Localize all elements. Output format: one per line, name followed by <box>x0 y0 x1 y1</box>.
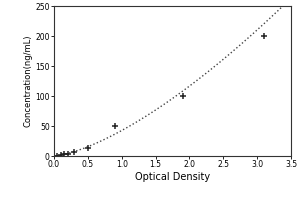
X-axis label: Optical Density: Optical Density <box>135 172 210 182</box>
Y-axis label: Concentration(ng/mL): Concentration(ng/mL) <box>24 35 33 127</box>
